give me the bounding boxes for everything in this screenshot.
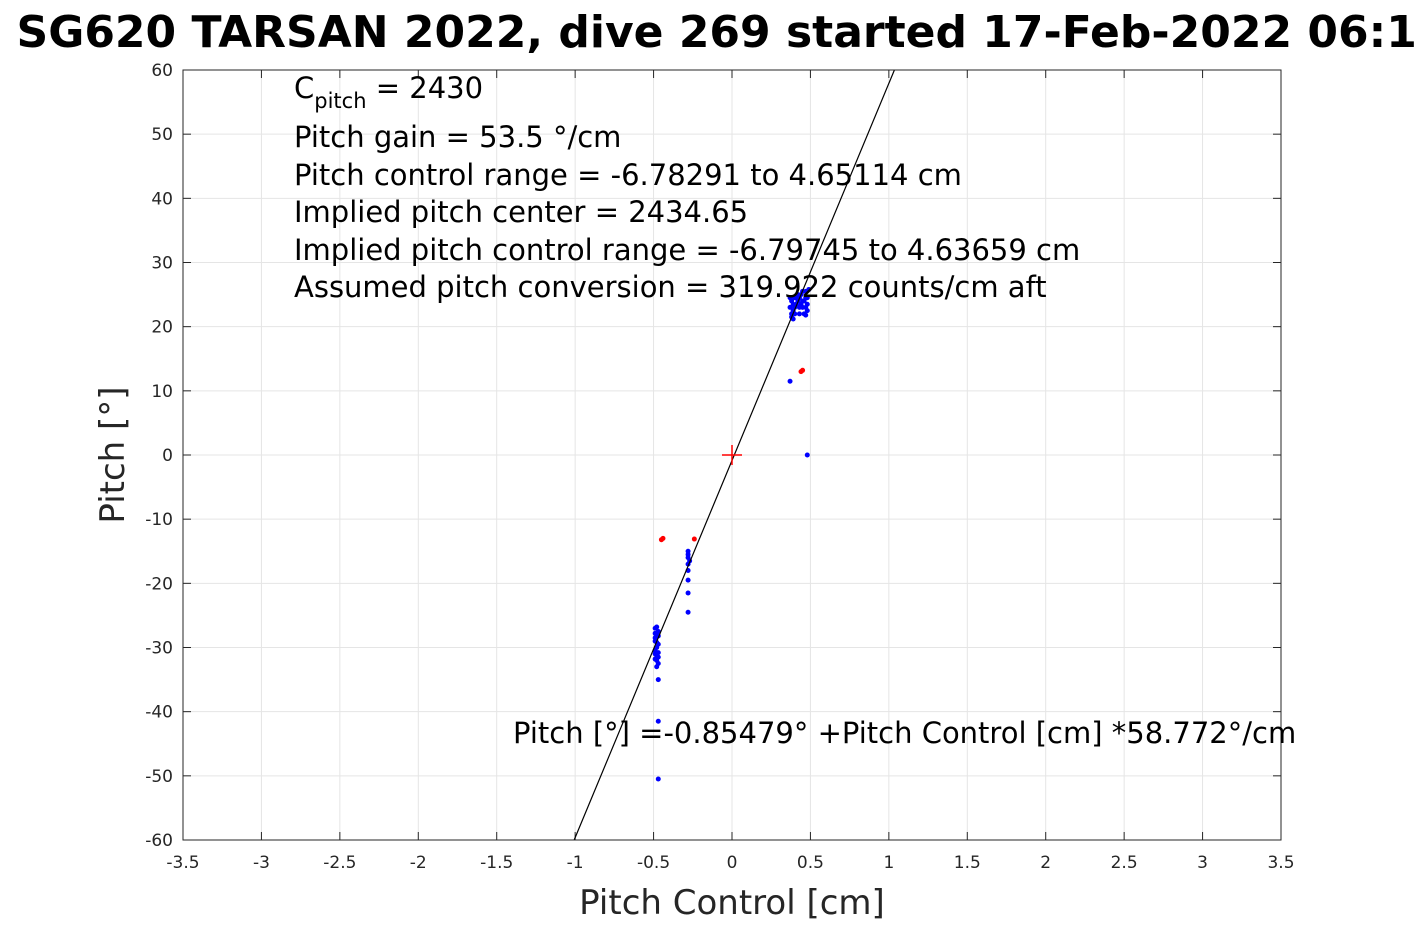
red-data-point (691, 536, 697, 542)
y-tick-label: 50 (151, 125, 173, 145)
blue-data-point (803, 295, 809, 301)
x-tick-label: 3 (1197, 853, 1208, 873)
y-tick-label: 10 (151, 382, 173, 402)
blue-data-point (787, 378, 793, 384)
red-data-point (800, 367, 806, 373)
red-data-point (660, 535, 666, 541)
blue-data-point (787, 295, 793, 301)
x-tick-label: 2.5 (1111, 853, 1138, 873)
c-pitch-annotation: Cpitch = 2430 (294, 71, 483, 113)
y-tick-label: -60 (145, 831, 173, 851)
fit-equation-annotation: Pitch [°] =-0.85479° +Pitch Control [cm]… (513, 716, 1296, 750)
x-tick-label: 1 (883, 853, 894, 873)
x-tick-label: -3.5 (166, 853, 199, 873)
data-points (652, 286, 812, 782)
blue-data-point (655, 718, 661, 724)
pitch-control-range-annotation: Pitch control range = -6.78291 to 4.6511… (294, 158, 962, 192)
y-tick-label: 30 (151, 254, 173, 274)
y-tick-label: -20 (145, 574, 173, 594)
blue-data-point (796, 304, 802, 310)
blue-data-point (787, 304, 793, 310)
blue-data-point (654, 652, 660, 658)
x-axis-label: Pitch Control [cm] (579, 883, 885, 923)
x-axis-ticks: -3.5 -3 -2.5 -2 -1.5 -1 -0.5 0 0.5 1 1.5 2 2.5 3 3.5 (166, 70, 1295, 873)
blue-data-point (655, 776, 661, 782)
x-tick-label: -3 (253, 853, 270, 873)
blue-data-point (803, 312, 809, 318)
y-tick-label: 60 (151, 61, 173, 81)
y-tick-label: 20 (151, 318, 173, 338)
x-tick-label: -1.5 (480, 853, 513, 873)
pitch-conversion-annotation: Assumed pitch conversion = 319.922 count… (294, 270, 1047, 304)
x-tick-label: -1 (567, 853, 584, 873)
y-axis-label: Pitch [°] (93, 386, 133, 523)
chart-title: SG620 TARSAN 2022, dive 269 started 17-F… (17, 7, 1417, 58)
blue-data-point (655, 677, 661, 683)
blue-data-point (792, 295, 798, 301)
blue-data-point (652, 630, 658, 636)
y-tick-label: -10 (145, 510, 173, 530)
blue-data-point (655, 661, 661, 667)
x-tick-label: -2 (410, 853, 427, 873)
y-tick-label: -40 (145, 703, 173, 723)
blue-data-point (685, 590, 691, 596)
blue-data-point (795, 292, 801, 298)
pitch-gain-annotation: Pitch gain = 53.5 °/cm (294, 120, 621, 154)
blue-data-point (685, 609, 691, 615)
x-tick-label: 0.5 (797, 853, 824, 873)
blue-data-point (654, 624, 660, 630)
x-tick-label: 3.5 (1267, 853, 1294, 873)
blue-data-point (796, 311, 802, 317)
plot-frame (182, 69, 1282, 841)
implied-pitch-control-range-annotation: Implied pitch control range = -6.79745 t… (294, 233, 1080, 267)
pitch-center-marker (722, 445, 742, 465)
blue-data-point (652, 656, 658, 662)
x-tick-label: 0 (727, 853, 738, 873)
c-pitch-subscript: pitch (314, 89, 366, 113)
x-tick-label: 1.5 (954, 853, 981, 873)
c-pitch-value: = 2430 (367, 71, 484, 105)
blue-data-point (804, 452, 810, 458)
c-pitch-symbol: C (294, 71, 314, 105)
x-tick-label: -0.5 (637, 853, 670, 873)
blue-data-point (804, 308, 810, 314)
blue-data-point (804, 301, 810, 307)
y-tick-label: 40 (151, 189, 173, 209)
y-tick-label: -50 (145, 767, 173, 787)
y-tick-label: 0 (162, 446, 173, 466)
y-tick-label: -30 (145, 639, 173, 659)
blue-data-point (685, 577, 691, 583)
implied-pitch-center-annotation: Implied pitch center = 2434.65 (294, 195, 748, 229)
blue-data-point (806, 286, 812, 292)
x-tick-label: -2.5 (323, 853, 356, 873)
x-tick-label: 2 (1040, 853, 1051, 873)
y-axis-ticks: -60 -50 -40 -30 -20 -10 0 10 20 30 40 50 60 (145, 61, 1281, 851)
blue-data-point (800, 298, 806, 304)
